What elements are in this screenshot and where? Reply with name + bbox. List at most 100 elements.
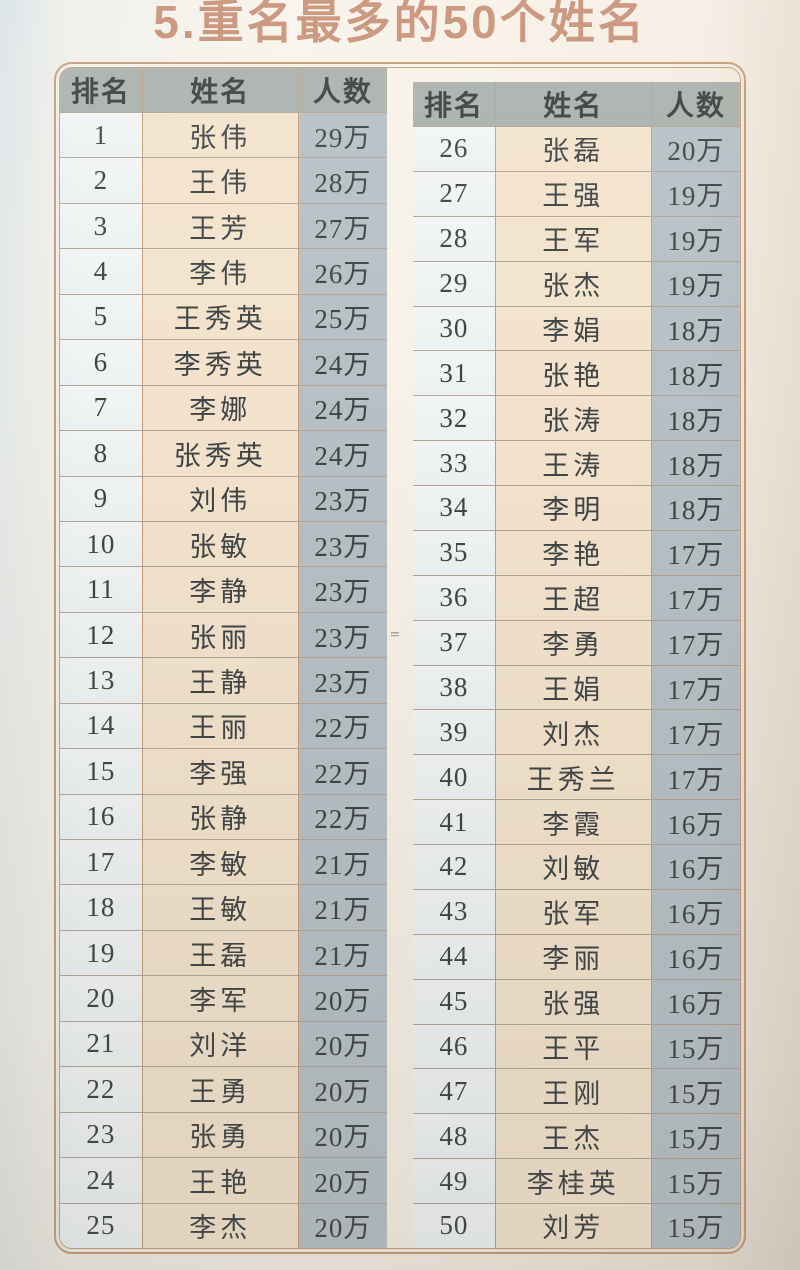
count-cell: 17万	[651, 710, 740, 755]
rank-cell: 4	[60, 249, 142, 294]
name-cell: 李伟	[141, 249, 299, 294]
name-cell: 张静	[141, 794, 299, 839]
count-cell: 22万	[298, 749, 387, 794]
name-cell: 王伟	[141, 158, 299, 203]
count-cell: 15万	[651, 1114, 740, 1159]
name-cell: 李桂英	[494, 1159, 652, 1203]
rank-cell: 49	[413, 1159, 495, 1203]
rank-cell: 39	[413, 710, 495, 755]
name-cell: 王平	[494, 1024, 652, 1069]
rank-cell: 23	[60, 1112, 142, 1158]
table-row: 29 张杰 19万	[413, 261, 740, 307]
rank-cell: 17	[60, 840, 142, 885]
name-cell: 李霞	[494, 800, 652, 844]
rank-cell: 27	[413, 171, 495, 216]
name-cell: 李丽	[494, 934, 652, 979]
name-cell: 刘伟	[141, 476, 299, 521]
table-row: 17 李敏 21万	[60, 840, 387, 886]
name-cell: 李静	[141, 567, 299, 612]
header-name: 姓名	[141, 68, 299, 112]
table-row: 7 李娜 24万	[60, 385, 387, 432]
name-cell: 张丽	[141, 612, 299, 658]
name-cell: 刘敏	[494, 845, 652, 889]
table-row: 14 王丽 22万	[60, 703, 387, 750]
rank-cell: 35	[413, 530, 495, 575]
table-row: 18 王敏 21万	[60, 885, 387, 931]
rank-cell: 47	[413, 1069, 495, 1114]
table-row: 25 李杰 20万	[60, 1203, 387, 1248]
count-cell: 21万	[298, 885, 387, 930]
count-cell: 16万	[651, 845, 740, 889]
center-gap: =	[387, 68, 413, 1248]
name-cell: 王涛	[494, 441, 652, 485]
name-cell: 王勇	[141, 1067, 299, 1112]
count-cell: 23万	[298, 567, 387, 612]
header-rank: 排名	[413, 82, 495, 126]
rank-cell: 37	[413, 620, 495, 665]
header-count: 人数	[651, 82, 740, 126]
count-cell: 20万	[298, 1203, 387, 1248]
name-cell: 王强	[494, 171, 652, 216]
rank-cell: 50	[413, 1204, 495, 1248]
count-cell: 19万	[651, 216, 740, 261]
rank-cell: 25	[60, 1203, 142, 1248]
rank-cell: 7	[60, 385, 142, 431]
count-cell: 17万	[651, 755, 740, 800]
rank-cell: 22	[60, 1067, 142, 1112]
table-row: 9 刘伟 23万	[60, 476, 387, 522]
count-cell: 18万	[651, 306, 740, 351]
table-row: 34 李明 18万	[413, 486, 740, 531]
page-title: 5.重名最多的50个姓名	[153, 0, 647, 48]
count-cell: 16万	[651, 979, 740, 1024]
table-frame: 排名 姓名 人数 1 张伟 29万 2 王伟 28万 3 王芳 27万 4 李伟 26万 5 王秀英 25万…	[54, 62, 746, 1254]
rank-cell: 9	[60, 476, 142, 521]
rank-cell: 3	[60, 203, 142, 249]
rank-cell: 21	[60, 1021, 142, 1067]
name-cell: 李强	[141, 749, 299, 794]
count-cell: 16万	[651, 800, 740, 844]
rank-cell: 14	[60, 703, 142, 749]
table-row: 50 刘芳 15万	[413, 1204, 740, 1248]
rank-cell: 45	[413, 979, 495, 1024]
name-cell: 张敏	[141, 521, 299, 567]
rank-cell: 6	[60, 340, 142, 385]
count-cell: 27万	[298, 203, 387, 249]
table-row: 22 王勇 20万	[60, 1067, 387, 1113]
name-cell: 王秀兰	[494, 755, 652, 800]
table-row: 44 李丽 16万	[413, 934, 740, 980]
name-cell: 李军	[141, 976, 299, 1021]
count-cell: 16万	[651, 889, 740, 934]
count-cell: 15万	[651, 1159, 740, 1203]
count-cell: 24万	[298, 431, 387, 476]
name-cell: 王丽	[141, 703, 299, 749]
rank-cell: 33	[413, 441, 495, 485]
count-cell: 21万	[298, 930, 387, 976]
count-cell: 19万	[651, 261, 740, 306]
name-cell: 张强	[494, 979, 652, 1024]
count-cell: 15万	[651, 1204, 740, 1248]
count-cell: 24万	[298, 385, 387, 431]
table-row: 48 王杰 15万	[413, 1114, 740, 1160]
rank-cell: 18	[60, 885, 142, 930]
count-cell: 19万	[651, 171, 740, 216]
table-row: 32 张涛 18万	[413, 396, 740, 442]
table-row: 1 张伟 29万	[60, 113, 387, 159]
rank-cell: 30	[413, 306, 495, 351]
header-rank: 排名	[60, 68, 142, 112]
count-cell: 17万	[651, 575, 740, 620]
count-cell: 15万	[651, 1024, 740, 1069]
table-row: 13 王静 23万	[60, 658, 387, 704]
count-cell: 23万	[298, 612, 387, 658]
rank-cell: 42	[413, 845, 495, 889]
table-row: 37 李勇 17万	[413, 620, 740, 666]
table-row: 41 李霞 16万	[413, 800, 740, 845]
table-row: 42 刘敏 16万	[413, 845, 740, 890]
rank-cell: 28	[413, 216, 495, 261]
table-header-row: 排名 姓名 人数	[413, 82, 740, 127]
name-cell: 刘芳	[494, 1204, 652, 1248]
name-cell: 李艳	[494, 530, 652, 575]
count-cell: 18万	[651, 396, 740, 441]
name-cell: 王杰	[494, 1114, 652, 1159]
table-row: 36 王超 17万	[413, 575, 740, 621]
